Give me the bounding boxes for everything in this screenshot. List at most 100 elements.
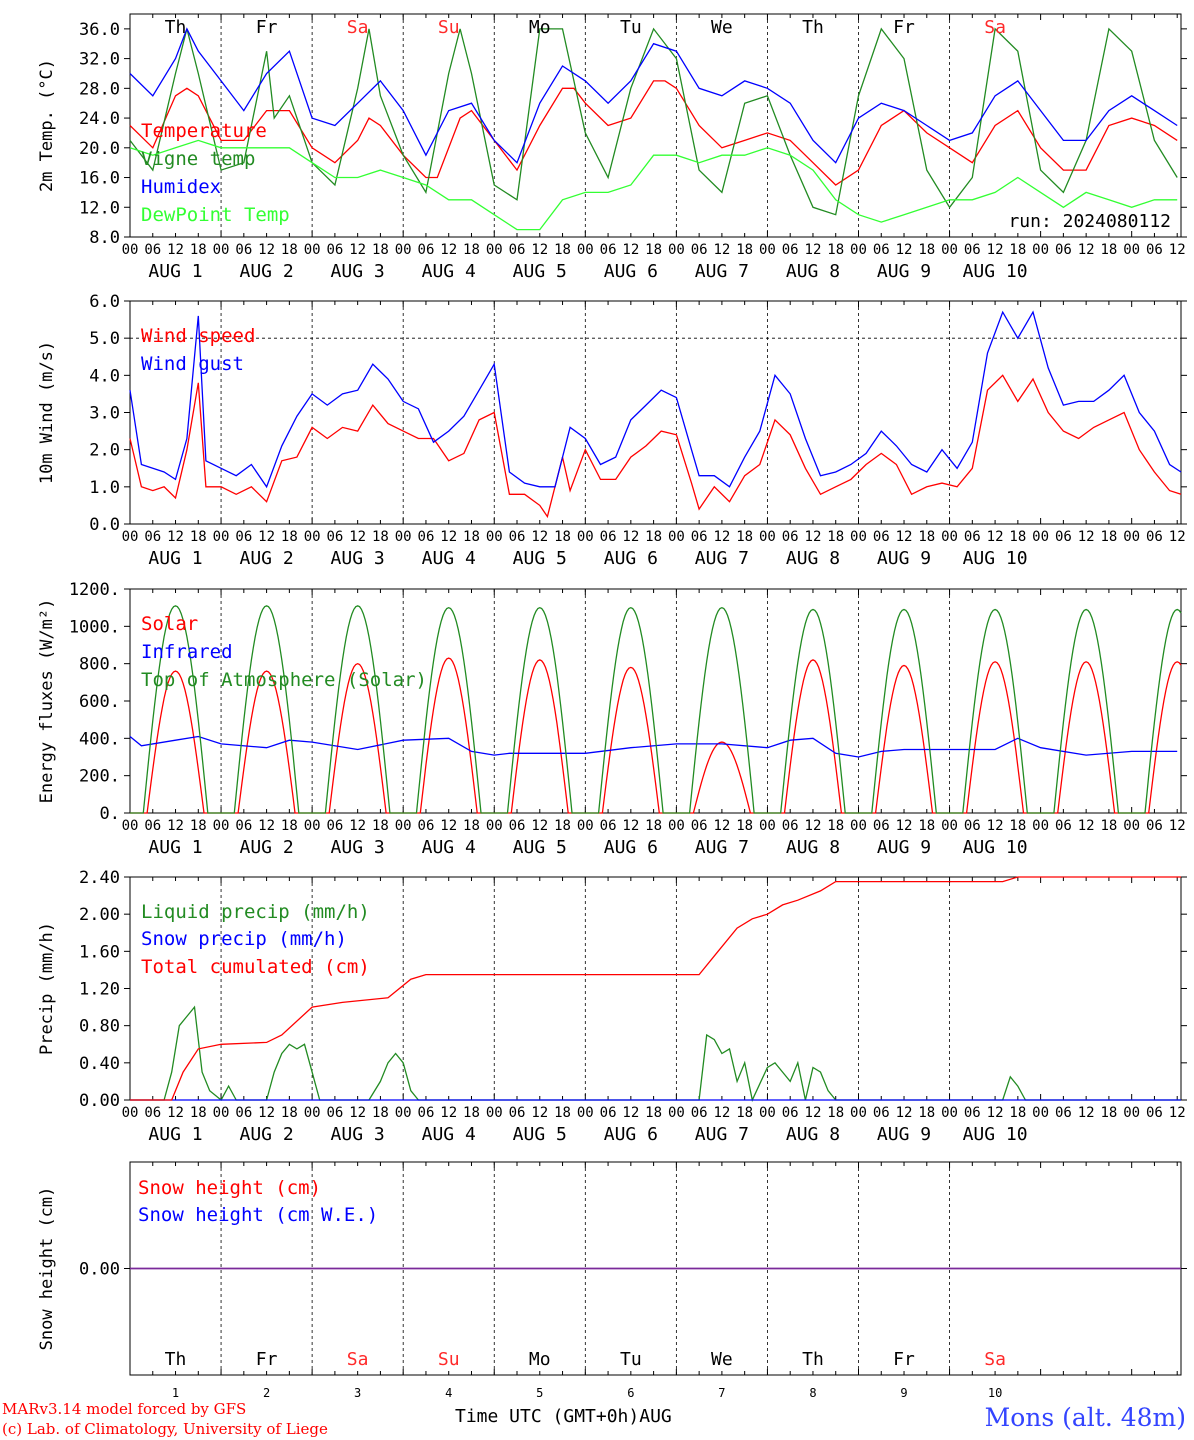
temp-y-tick-label: 20.0 (79, 139, 120, 159)
temp-y-tick-label: 16.0 (79, 169, 120, 189)
temp-x-hour-label: 06 (418, 242, 435, 258)
bottom-day-number: 1 (172, 1386, 179, 1400)
temp-x-hour-label: 06 (964, 242, 981, 258)
bottom-day-label: Sa (347, 1349, 369, 1370)
precip-x-hour-label: 18 (190, 1105, 207, 1121)
bottom-day-number: 7 (718, 1386, 725, 1400)
wind-frame (129, 300, 1182, 525)
temp-x-hour-label: 12 (531, 242, 548, 258)
precip-x-hour-label: 18 (645, 1105, 662, 1121)
temp-x-hour-label: 12 (896, 242, 913, 258)
energy-x-hour-label: 12 (440, 818, 457, 834)
energy-legend-entry: Solar (141, 613, 198, 635)
temp-x-hour-label: 00 (759, 242, 776, 258)
precip-x-hour-label: 18 (1009, 1105, 1026, 1121)
precip-x-hour-label: 12 (531, 1105, 548, 1121)
wind-x-hour-label: 12 (987, 529, 1004, 545)
precip-x-date-label: AUG 4 (422, 1124, 476, 1145)
wind-x-hour-label: 12 (622, 529, 639, 545)
wind-x-hour-label: 00 (941, 529, 958, 545)
top-day-label: Su (438, 17, 460, 38)
temp-y-tick-label: 32.0 (79, 50, 120, 70)
wind-x-hour-label: 12 (167, 529, 184, 545)
bottom-day-label: Sa (984, 1349, 1006, 1370)
bottom-day-label: Th (802, 1349, 824, 1370)
temp-x-hour-label: 18 (1009, 242, 1026, 258)
wind-series-wind-gust (129, 310, 1182, 489)
precip-legend-entry: Snow precip (mm/h) (141, 928, 347, 950)
temp-x-hour-label: 00 (941, 242, 958, 258)
wind-x-hour-label: 12 (1169, 529, 1186, 545)
precip-x-hour-label: 00 (941, 1105, 958, 1121)
lab-credit: (c) Lab. of Climatology, University of L… (2, 1420, 328, 1438)
wind-x-hour-label: 06 (691, 529, 708, 545)
wind-x-hour-label: 06 (1146, 529, 1163, 545)
energy-x-hour-label: 06 (600, 818, 617, 834)
energy-x-date-label: AUG 7 (695, 837, 749, 858)
precip-x-date-label: AUG 9 (877, 1124, 931, 1145)
temp-x-hour-label: 06 (600, 242, 617, 258)
precip-x-date-label: AUG 1 (148, 1124, 202, 1145)
wind-x-hour-label: 06 (418, 529, 435, 545)
energy-series-infrared (129, 735, 1178, 758)
energy-y-tick-label: 1200. (69, 580, 120, 600)
precip-x-hour-label: 00 (395, 1105, 412, 1121)
temp-x-hour-label: 18 (463, 242, 480, 258)
precip-y-tick-label: 0.00 (79, 1091, 120, 1111)
wind-x-hour-label: 18 (736, 529, 753, 545)
bottom-day-label: Su (438, 1349, 460, 1370)
snow-legend-entry: Snow height (cm W.E.) (138, 1204, 378, 1226)
precip-y-tick-label: 1.20 (79, 980, 120, 1000)
wind-x-hour-label: 18 (1009, 529, 1026, 545)
precip-x-hour-label: 06 (326, 1105, 343, 1121)
precip-x-hour-label: 06 (600, 1105, 617, 1121)
energy-x-hour-label: 00 (850, 818, 867, 834)
energy-x-date-label: AUG 3 (331, 837, 385, 858)
wind-legend-entry: Wind speed (141, 325, 255, 347)
wind-x-hour-label: 12 (1078, 529, 1095, 545)
wind-x-hour-label: 06 (235, 529, 252, 545)
energy-y-tick-label: 200. (79, 767, 120, 787)
wind-x-date-label: AUG 5 (513, 548, 567, 569)
wind-x-hour-label: 12 (896, 529, 913, 545)
wind-x-date-label: AUG 1 (148, 548, 202, 569)
top-day-label: Th (165, 17, 187, 38)
bottom-day-number: 5 (536, 1386, 543, 1400)
wind-x-hour-label: 06 (1055, 529, 1072, 545)
energy-x-hour-label: 18 (554, 818, 571, 834)
temp-x-date-label: AUG 7 (695, 261, 749, 282)
temp-x-hour-label: 18 (190, 242, 207, 258)
precip-x-date-label: AUG 5 (513, 1124, 567, 1145)
wind-x-date-label: AUG 4 (422, 548, 476, 569)
wind-x-hour-label: 00 (395, 529, 412, 545)
top-day-label: Fr (893, 17, 915, 38)
temp-x-hour-label: 12 (1078, 242, 1095, 258)
precip-legend-entry: Total cumulated (cm) (141, 956, 370, 978)
temp-x-hour-label: 12 (622, 242, 639, 258)
energy-x-date-label: AUG 2 (239, 837, 293, 858)
temp-x-hour-label: 18 (281, 242, 298, 258)
precip-x-hour-label: 12 (258, 1105, 275, 1121)
energy-y-tick-label: 400. (79, 729, 120, 749)
temp-x-date-label: AUG 3 (331, 261, 385, 282)
bottom-day-number: 8 (809, 1386, 816, 1400)
temp-x-hour-label: 00 (486, 242, 503, 258)
precip-x-hour-label: 12 (805, 1105, 822, 1121)
temp-y-tick-label: 36.0 (79, 20, 120, 40)
temp-legend-entry: Temperature (141, 120, 267, 142)
temp-x-hour-label: 06 (691, 242, 708, 258)
wind-x-hour-label: 12 (440, 529, 457, 545)
energy-x-hour-label: 00 (486, 818, 503, 834)
energy-x-hour-label: 12 (258, 818, 275, 834)
temp-y-tick-label: 28.0 (79, 79, 120, 99)
precip-x-hour-label: 00 (1032, 1105, 1049, 1121)
wind-x-date-label: AUG 6 (604, 548, 658, 569)
energy-x-hour-label: 00 (122, 818, 139, 834)
wind-x-hour-label: 12 (258, 529, 275, 545)
precip-x-hour-label: 06 (1146, 1105, 1163, 1121)
energy-x-hour-label: 18 (463, 818, 480, 834)
precip-x-hour-label: 18 (372, 1105, 389, 1121)
precip-y-tick-label: 0.40 (79, 1054, 120, 1074)
temp-y-tick-label: 8.0 (89, 228, 120, 248)
